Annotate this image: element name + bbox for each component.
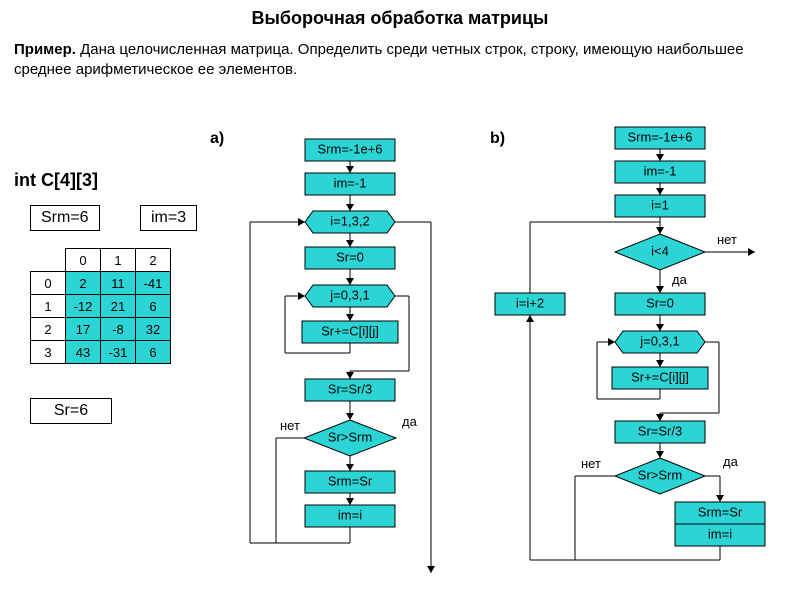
- matrix-col-hdr: 1: [101, 249, 136, 272]
- svg-text:i<4: i<4: [651, 243, 669, 258]
- svg-text:im=i: im=i: [708, 526, 732, 541]
- problem-body: Дана целочисленная матрица. Определить с…: [14, 41, 744, 78]
- svg-text:нет: нет: [717, 232, 737, 247]
- svg-text:Sr=Sr/3: Sr=Sr/3: [638, 423, 682, 438]
- page-title: Выборочная обработка матрицы: [0, 8, 800, 29]
- problem-lead: Пример.: [14, 41, 76, 58]
- svg-text:Srm=Sr: Srm=Sr: [328, 473, 373, 488]
- matrix-c: 0 1 2 0 2 11 -41 1 -12 21 6 2 17 -8 32 3…: [30, 248, 171, 364]
- srm-box: Srm=6: [30, 205, 100, 231]
- matrix-cell: -41: [136, 272, 171, 295]
- svg-text:Srm=-1e+6: Srm=-1e+6: [627, 129, 692, 144]
- matrix-cell: 6: [136, 295, 171, 318]
- matrix-row-hdr: 3: [31, 341, 66, 364]
- svg-text:Srm=-1e+6: Srm=-1e+6: [317, 141, 382, 156]
- matrix-cell: -31: [101, 341, 136, 364]
- svg-text:Srm=Sr: Srm=Sr: [698, 504, 743, 519]
- matrix-cell: -12: [66, 295, 101, 318]
- matrix-cell: 32: [136, 318, 171, 341]
- svg-text:да: да: [672, 272, 688, 287]
- matrix-cell: 17: [66, 318, 101, 341]
- matrix-row-hdr: 0: [31, 272, 66, 295]
- svg-text:Sr>Srm: Sr>Srm: [638, 467, 682, 482]
- svg-text:im=-1: im=-1: [334, 175, 367, 190]
- svg-text:i=1,3,2: i=1,3,2: [330, 213, 369, 228]
- flowchart-b: Srm=-1e+6 im=-1 i=1 i<4 Sr=0 j=0,3,1 Sr+=C[i][…: [470, 118, 800, 598]
- svg-text:да: да: [723, 454, 739, 469]
- matrix-row-hdr: 1: [31, 295, 66, 318]
- svg-text:нет: нет: [581, 456, 601, 471]
- matrix-col-hdr: 0: [66, 249, 101, 272]
- variant-a-label: a): [210, 130, 224, 148]
- svg-text:Sr=0: Sr=0: [336, 249, 364, 264]
- svg-text:im=-1: im=-1: [644, 163, 677, 178]
- matrix-cell: 43: [66, 341, 101, 364]
- matrix-cell: 21: [101, 295, 136, 318]
- matrix-row-hdr: 2: [31, 318, 66, 341]
- svg-text:i=i+2: i=i+2: [516, 295, 544, 310]
- matrix-col-hdr: 2: [136, 249, 171, 272]
- svg-text:Sr=0: Sr=0: [646, 295, 674, 310]
- svg-text:Sr=Sr/3: Sr=Sr/3: [328, 381, 372, 396]
- svg-text:Sr>Srm: Sr>Srm: [328, 429, 372, 444]
- matrix-cell: 11: [101, 272, 136, 295]
- svg-text:Sr+=C[i][j]: Sr+=C[i][j]: [631, 369, 689, 384]
- svg-text:j=0,3,1: j=0,3,1: [329, 287, 369, 302]
- svg-text:j=0,3,1: j=0,3,1: [639, 333, 679, 348]
- problem-text: Пример. Дана целочисленная матрица. Опре…: [14, 40, 784, 81]
- svg-text:да: да: [402, 414, 418, 429]
- sr-box: Sr=6: [30, 398, 112, 424]
- svg-text:im=i: im=i: [338, 507, 362, 522]
- matrix-cell: 2: [66, 272, 101, 295]
- matrix-cell: -8: [101, 318, 136, 341]
- svg-text:нет: нет: [280, 418, 300, 433]
- svg-text:i=1: i=1: [651, 197, 669, 212]
- matrix-cell: 6: [136, 341, 171, 364]
- im-box: im=3: [140, 205, 197, 231]
- array-decl: int C[4][3]: [14, 170, 98, 191]
- svg-text:Sr+=C[i][j]: Sr+=C[i][j]: [321, 323, 379, 338]
- flowchart-a: Srm=-1e+6 im=-1 i=1,3,2 Sr=0 j=0,3,1 Sr+=C[i]…: [230, 130, 470, 595]
